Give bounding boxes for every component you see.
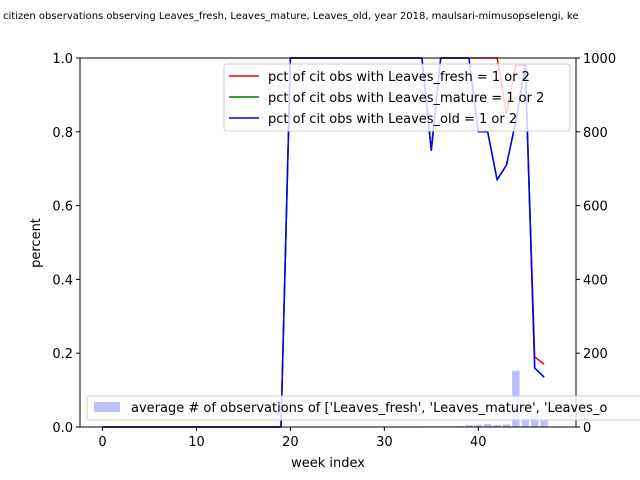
legend-bars-label: average # of observations of ['Leaves_fr… (131, 401, 607, 416)
y-tick-label: 0.2 (52, 347, 73, 362)
bar (474, 424, 483, 427)
y2-tick-label: 1000 (583, 52, 616, 67)
y2-tick-label: 600 (583, 200, 608, 215)
legend-bars-box (86, 395, 640, 421)
x-tick-label: 20 (282, 435, 299, 450)
legend-label-1: pct of cit obs with Leaves_mature = 1 or… (268, 91, 544, 106)
x-tick-label: 0 (98, 435, 106, 450)
y2-tick-label: 400 (583, 273, 608, 288)
y-tick-label: 0.8 (52, 126, 73, 141)
y-axis-label: percent (29, 218, 44, 268)
legend-bars-swatch (94, 402, 120, 412)
y2-tick-label: 0 (583, 421, 591, 436)
y2-tick-label: 200 (583, 347, 608, 362)
bar (530, 415, 539, 427)
bar (521, 418, 530, 427)
x-tick-label: 40 (470, 435, 487, 450)
legend-lines: pct of cit obs with Leaves_fresh = 1 or … (223, 63, 571, 132)
plot-frame (79, 57, 577, 428)
y-tick-label: 0.4 (52, 273, 73, 288)
bar (502, 424, 511, 427)
y-tick-label: 1.0 (52, 52, 73, 67)
x-tick-label: 30 (376, 435, 393, 450)
bar (455, 425, 464, 427)
y2-tick-label: 800 (583, 126, 608, 141)
y-tick-label: 0.0 (52, 421, 73, 436)
x-axis-label: week index (291, 456, 365, 471)
y-axis-right: 0 200 400 600 800 1000 (576, 52, 616, 436)
legend-lines-box (223, 63, 571, 132)
legend-label-2: pct of cit obs with Leaves_old = 1 or 2 (268, 112, 517, 127)
bar (483, 424, 492, 427)
bar (465, 425, 473, 427)
bar (493, 424, 501, 427)
y-axis-left: 0.0 0.2 0.4 0.6 0.8 1.0 (52, 52, 80, 436)
y-tick-label: 0.6 (52, 200, 73, 215)
legend-label-0: pct of cit obs with Leaves_fresh = 1 or … (268, 70, 530, 85)
x-tick-label: 10 (188, 435, 205, 450)
chart-title: citizen observations observing Leaves_fr… (3, 11, 578, 22)
legend-bars: average # of observations of ['Leaves_fr… (86, 395, 640, 421)
x-axis: 0 10 20 30 40 (98, 427, 487, 450)
bar (540, 419, 548, 427)
